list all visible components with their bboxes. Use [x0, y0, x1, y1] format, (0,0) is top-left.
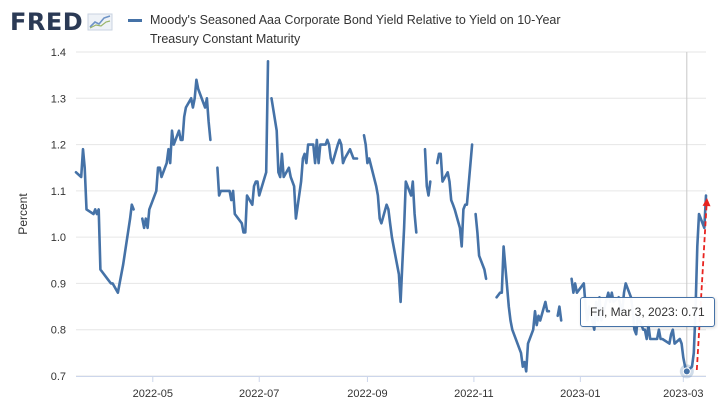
- chart-legend[interactable]: Moody's Seasoned Aaa Corporate Bond Yiel…: [128, 11, 568, 49]
- line-chart-icon: [87, 13, 113, 31]
- y-axis: 0.7 0.8 0.9 1.0 1.1 1.2 1.3 1.4: [51, 47, 66, 383]
- fred-logo-text: FRED: [10, 8, 84, 36]
- series-line: [74, 60, 708, 373]
- legend-swatch: [128, 19, 142, 22]
- x-tick-label: 2022-05: [133, 388, 173, 400]
- x-tick-label: 2022-07: [239, 388, 279, 400]
- y-tick-label: 1.2: [51, 140, 66, 152]
- y-tick-label: 1.0: [51, 232, 66, 244]
- y-tick-label: 0.9: [51, 278, 66, 290]
- trend-arrow-line: [695, 205, 708, 371]
- fred-logo[interactable]: FRED: [10, 8, 113, 36]
- y-axis-title: Percent: [16, 193, 30, 235]
- x-axis: 2022-05 2022-07 2022-09 2022-11 2023-01 2023-…: [133, 376, 704, 400]
- y-tick-label: 0.7: [51, 371, 66, 383]
- tooltip-value: 0.71: [681, 305, 705, 319]
- hover-tooltip: Fri, Mar 3, 2023: 0.71: [580, 297, 715, 327]
- annotation-layer: [695, 198, 711, 371]
- y-tick-label: 1.3: [51, 93, 66, 105]
- y-tick-label: 1.4: [51, 47, 66, 59]
- series-layer: [74, 60, 708, 379]
- x-tick-label: 2023-03: [663, 388, 703, 400]
- x-tick-label: 2023-01: [560, 388, 600, 400]
- trend-arrow-head: [702, 198, 711, 207]
- x-tick-label: 2022-09: [347, 388, 387, 400]
- chart-grid: [76, 51, 706, 377]
- hover-point: [682, 367, 691, 376]
- x-tick-label: 2022-11: [454, 388, 494, 400]
- legend-label-series: Moody's Seasoned Aaa Corporate Bond Yiel…: [150, 13, 561, 46]
- y-tick-label: 0.8: [51, 325, 66, 337]
- tooltip-date: Fri, Mar 3, 2023:: [590, 305, 679, 319]
- y-tick-label: 1.1: [51, 186, 66, 198]
